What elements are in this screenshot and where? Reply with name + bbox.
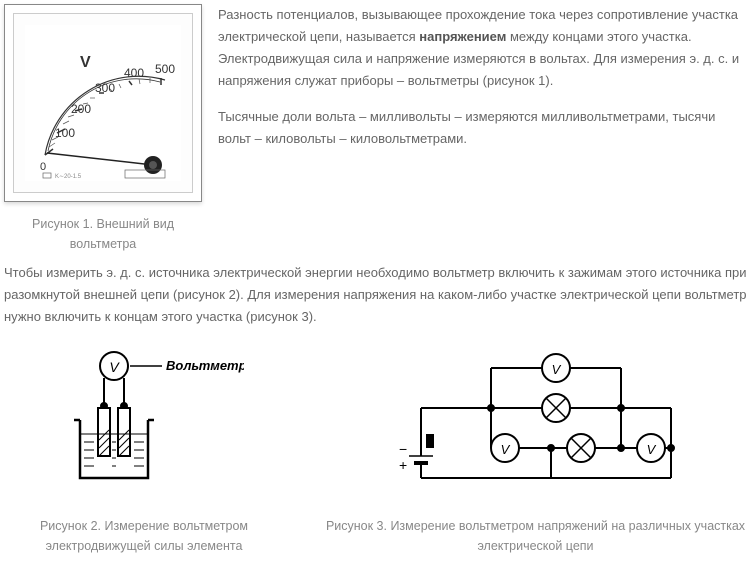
figure-3-diagram: V — [381, 348, 691, 498]
voltmeter-svg: 0 100 200 300 400 500 V K∼20-1.5 — [25, 25, 183, 183]
figure-2-diagram: V Вольтметр — [44, 348, 244, 498]
svg-text:Вольтметр: Вольтметр — [166, 358, 244, 373]
term-voltage: напряжением — [419, 29, 506, 44]
figure-1: 0 100 200 300 400 500 V K∼20-1.5 — [4, 4, 202, 254]
figure-2-caption: Рисунок 2. Измерение вольтметром электро… — [4, 516, 284, 556]
svg-text:V: V — [551, 362, 561, 377]
svg-text:+: + — [399, 457, 407, 473]
svg-text:V: V — [80, 54, 91, 71]
figure-2: V Вольтметр — [4, 348, 284, 556]
paragraph-2: Тысячные доли вольта – милливольты – изм… — [218, 106, 747, 150]
svg-text:V: V — [500, 442, 510, 457]
svg-text:V: V — [646, 442, 656, 457]
main-text: Разность потенциалов, вызывающее прохожд… — [218, 4, 747, 254]
svg-text:200: 200 — [71, 102, 91, 116]
paragraph-1: Разность потенциалов, вызывающее прохожд… — [218, 4, 747, 92]
svg-text:−: − — [399, 441, 407, 457]
svg-text:100: 100 — [55, 126, 75, 140]
svg-text:0: 0 — [40, 161, 46, 173]
svg-text:300: 300 — [95, 81, 115, 95]
svg-text:K∼20-1.5: K∼20-1.5 — [55, 174, 82, 180]
voltmeter-image: 0 100 200 300 400 500 V K∼20-1.5 — [4, 4, 202, 202]
svg-text:400: 400 — [124, 66, 144, 80]
svg-text:500: 500 — [155, 62, 175, 76]
figure-3: V — [324, 348, 747, 556]
paragraph-3: Чтобы измерить э. д. с. источника электр… — [4, 262, 747, 328]
figure-3-caption: Рисунок 3. Измерение вольтметром напряже… — [324, 516, 747, 556]
figure-1-caption: Рисунок 1. Внешний вид вольтметра — [4, 214, 202, 254]
